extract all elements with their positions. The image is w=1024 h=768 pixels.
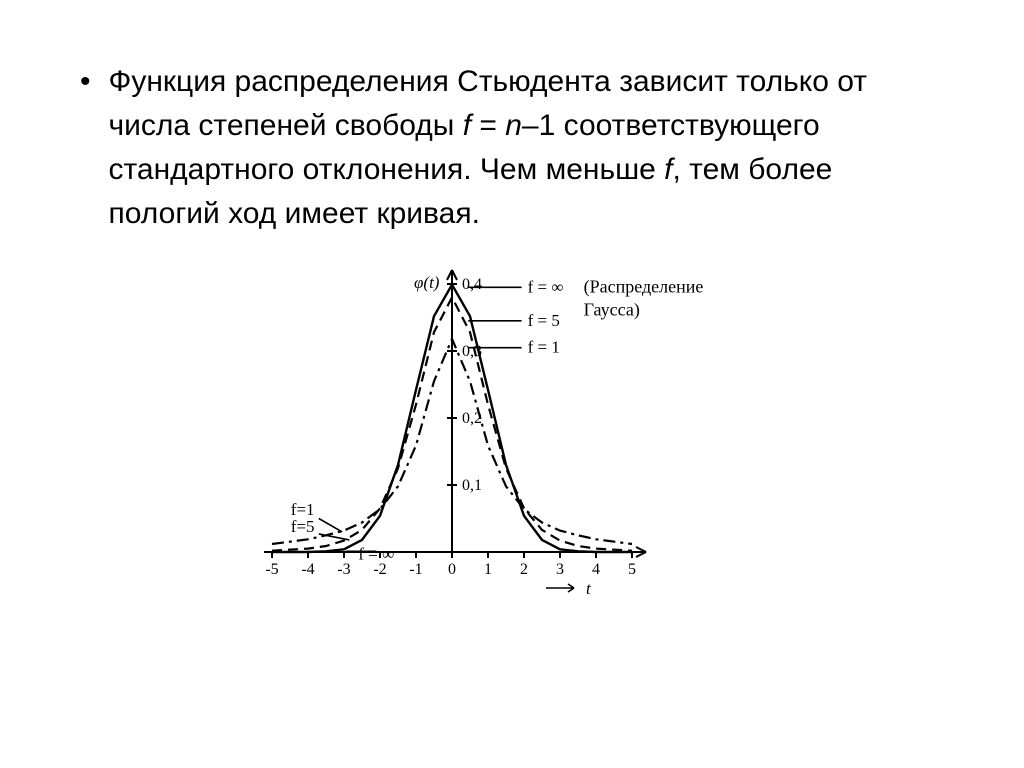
svg-text:-3: -3 [337, 561, 350, 578]
svg-text:f = ∞: f = ∞ [528, 277, 564, 296]
bullet-dot: • [80, 60, 91, 104]
svg-text:Гаусса): Гаусса) [584, 299, 640, 320]
bullet-text: Функция распределения Стьюдента зависит … [109, 60, 920, 236]
svg-text:5: 5 [628, 561, 636, 578]
svg-text:0,4: 0,4 [462, 276, 482, 293]
svg-text:-1: -1 [409, 561, 422, 578]
svg-text:0: 0 [448, 561, 456, 578]
svg-text:0,1: 0,1 [462, 477, 482, 494]
student-distribution-chart: -5-4-3-2-1012345t0,10,20,30,4φ(t)f = ∞f … [222, 268, 802, 608]
svg-text:-5: -5 [265, 561, 278, 578]
svg-text:1: 1 [484, 561, 492, 578]
svg-text:f = 5: f = 5 [528, 311, 560, 330]
svg-text:2: 2 [520, 561, 528, 578]
bullet-eq: = [471, 109, 505, 142]
bullet-block: • Функция распределения Стьюдента зависи… [80, 60, 920, 236]
svg-text:f = 1: f = 1 [528, 338, 560, 357]
svg-text:4: 4 [592, 561, 600, 578]
bullet-sym-n: n [505, 109, 522, 142]
svg-text:-2: -2 [373, 561, 386, 578]
chart-wrap: -5-4-3-2-1012345t0,10,20,30,4φ(t)f = ∞f … [80, 268, 944, 608]
svg-text:-4: -4 [301, 561, 314, 578]
svg-text:t: t [586, 579, 592, 598]
svg-text:f=5: f=5 [291, 517, 315, 536]
bullet-sym-f2: f [664, 153, 672, 186]
svg-text:3: 3 [556, 561, 564, 578]
svg-text:f = ∞: f = ∞ [358, 544, 394, 563]
svg-text:φ(t): φ(t) [414, 273, 440, 292]
slide: • Функция распределения Стьюдента зависи… [0, 0, 1024, 768]
svg-text:(Распределение: (Распределение [584, 276, 704, 297]
bullet-sym-f: f [463, 109, 471, 142]
